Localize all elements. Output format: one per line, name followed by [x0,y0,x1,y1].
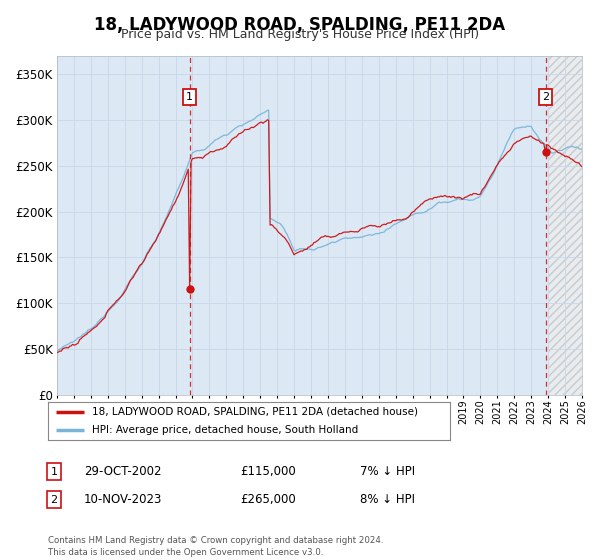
Text: 8% ↓ HPI: 8% ↓ HPI [360,493,415,506]
Text: 29-OCT-2002: 29-OCT-2002 [84,465,161,478]
Bar [550,56,590,395]
Text: 10-NOV-2023: 10-NOV-2023 [84,493,163,506]
Text: 1: 1 [186,92,193,102]
Text: 7% ↓ HPI: 7% ↓ HPI [360,465,415,478]
Text: 2: 2 [542,92,550,102]
Text: £265,000: £265,000 [240,493,296,506]
Text: £115,000: £115,000 [240,465,296,478]
Text: 1: 1 [50,466,58,477]
Text: 2: 2 [50,494,58,505]
Text: 18, LADYWOOD ROAD, SPALDING, PE11 2DA (detached house): 18, LADYWOOD ROAD, SPALDING, PE11 2DA (d… [92,407,418,417]
Text: 18, LADYWOOD ROAD, SPALDING, PE11 2DA: 18, LADYWOOD ROAD, SPALDING, PE11 2DA [94,16,506,34]
Bar [550,56,590,395]
Text: HPI: Average price, detached house, South Holland: HPI: Average price, detached house, Sout… [92,425,358,435]
Text: Price paid vs. HM Land Registry's House Price Index (HPI): Price paid vs. HM Land Registry's House … [121,28,479,41]
Text: Contains HM Land Registry data © Crown copyright and database right 2024.
This d: Contains HM Land Registry data © Crown c… [48,536,383,557]
